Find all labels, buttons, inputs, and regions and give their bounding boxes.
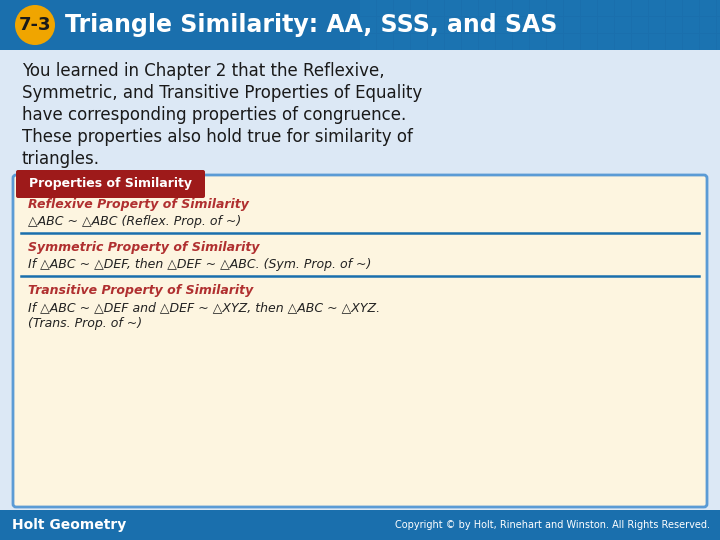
Bar [462, 0, 478, 16]
Bar [666, 0, 682, 16]
Bar [649, 17, 665, 33]
Bar [547, 17, 563, 33]
Bar [598, 0, 614, 16]
Bar [717, 17, 720, 33]
Bar [411, 34, 427, 50]
Bar [615, 17, 631, 33]
Bar [513, 17, 529, 33]
Bar [564, 34, 580, 50]
Bar [428, 17, 444, 33]
Bar [530, 17, 546, 33]
Bar [445, 34, 461, 50]
Bar [0, 50, 720, 510]
Bar [666, 34, 682, 50]
Bar [581, 17, 597, 33]
Bar [428, 0, 444, 16]
Bar [360, 0, 376, 16]
Bar [394, 0, 410, 16]
Bar [700, 34, 716, 50]
Text: △ABC ~ △ABC (Reflex. Prop. of ~): △ABC ~ △ABC (Reflex. Prop. of ~) [28, 215, 241, 228]
Bar [547, 0, 563, 16]
Text: triangles.: triangles. [22, 150, 100, 168]
Text: 7-3: 7-3 [19, 16, 51, 34]
Text: have corresponding properties of congruence.: have corresponding properties of congrue… [22, 106, 406, 124]
Bar [462, 17, 478, 33]
Bar [360, 34, 376, 50]
Text: Symmetric, and Transitive Properties of Equality: Symmetric, and Transitive Properties of … [22, 84, 422, 102]
Text: Transitive Property of Similarity: Transitive Property of Similarity [28, 284, 253, 297]
Bar [615, 0, 631, 16]
Bar [683, 34, 699, 50]
Circle shape [15, 5, 55, 45]
Bar [632, 34, 648, 50]
Bar [394, 34, 410, 50]
Bar [496, 0, 512, 16]
Bar [445, 0, 461, 16]
Bar [700, 17, 716, 33]
Bar [649, 0, 665, 16]
Bar [496, 17, 512, 33]
Bar [581, 34, 597, 50]
Text: If △ABC ~ △DEF and △DEF ~ △XYZ, then △ABC ~ △XYZ.: If △ABC ~ △DEF and △DEF ~ △XYZ, then △AB… [28, 301, 380, 314]
Bar [700, 0, 716, 16]
Bar [683, 17, 699, 33]
FancyBboxPatch shape [16, 170, 205, 198]
Bar [717, 0, 720, 16]
Bar [462, 34, 478, 50]
Bar [564, 17, 580, 33]
Text: Properties of Similarity: Properties of Similarity [29, 178, 192, 191]
Bar [598, 34, 614, 50]
Bar [0, 0, 720, 50]
Bar [666, 17, 682, 33]
Text: Copyright © by Holt, Rinehart and Winston. All Rights Reserved.: Copyright © by Holt, Rinehart and Winsto… [395, 520, 710, 530]
Text: You learned in Chapter 2 that the Reflexive,: You learned in Chapter 2 that the Reflex… [22, 62, 384, 80]
Text: If △ABC ~ △DEF, then △DEF ~ △ABC. (Sym. Prop. of ~): If △ABC ~ △DEF, then △DEF ~ △ABC. (Sym. … [28, 258, 372, 271]
Bar [411, 0, 427, 16]
Bar [377, 0, 393, 16]
Bar [479, 0, 495, 16]
Bar [530, 0, 546, 16]
Bar [632, 17, 648, 33]
Bar [496, 34, 512, 50]
Bar [377, 17, 393, 33]
Bar [717, 34, 720, 50]
Text: These properties also hold true for similarity of: These properties also hold true for simi… [22, 128, 413, 146]
Bar [615, 34, 631, 50]
Bar [598, 17, 614, 33]
Bar [564, 0, 580, 16]
Text: (Trans. Prop. of ~): (Trans. Prop. of ~) [28, 317, 142, 330]
Bar [547, 34, 563, 50]
Bar [360, 17, 376, 33]
Bar [649, 34, 665, 50]
Bar [445, 17, 461, 33]
Bar [479, 34, 495, 50]
FancyBboxPatch shape [13, 175, 707, 507]
Text: Triangle Similarity: AA, SSS, and SAS: Triangle Similarity: AA, SSS, and SAS [65, 13, 557, 37]
Bar [581, 0, 597, 16]
Bar [683, 0, 699, 16]
Text: Holt Geometry: Holt Geometry [12, 518, 126, 532]
Bar [479, 17, 495, 33]
Bar [513, 0, 529, 16]
Bar [428, 34, 444, 50]
Bar [377, 34, 393, 50]
Bar [632, 0, 648, 16]
Bar [530, 34, 546, 50]
Text: Reflexive Property of Similarity: Reflexive Property of Similarity [28, 198, 249, 211]
Bar [394, 17, 410, 33]
Text: Symmetric Property of Similarity: Symmetric Property of Similarity [28, 241, 259, 254]
Bar [0, 510, 720, 540]
Bar [513, 34, 529, 50]
Bar [411, 17, 427, 33]
